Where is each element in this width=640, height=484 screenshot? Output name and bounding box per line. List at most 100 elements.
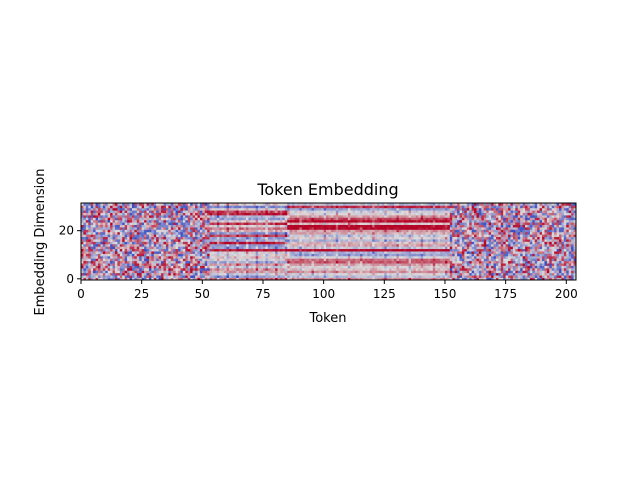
heatmap-cell xyxy=(180,265,184,269)
heatmap-cell xyxy=(284,246,288,250)
heatmap-cell xyxy=(141,236,145,240)
heatmap-cell xyxy=(454,260,458,264)
heatmap-cell xyxy=(85,275,89,278)
heatmap-cell xyxy=(97,229,101,233)
heatmap-cell xyxy=(452,275,456,278)
heatmap-cell xyxy=(105,253,109,257)
heatmap-cell xyxy=(265,272,269,276)
heatmap-cell xyxy=(204,255,208,259)
heatmap-cell xyxy=(333,203,337,206)
heatmap-cell xyxy=(182,203,186,206)
heatmap-cell xyxy=(321,231,324,235)
heatmap-cell xyxy=(452,205,456,209)
heatmap-cell xyxy=(444,243,448,247)
heatmap-cell xyxy=(379,270,383,274)
heatmap-cell xyxy=(396,212,400,216)
heatmap-cell xyxy=(199,270,203,274)
heatmap-cell xyxy=(204,203,208,206)
heatmap-cell xyxy=(178,263,181,266)
heatmap-cell xyxy=(384,265,388,269)
heatmap-cell xyxy=(241,215,244,218)
heatmap-cell xyxy=(163,253,167,257)
heatmap-cell xyxy=(442,203,446,206)
heatmap-cell xyxy=(427,224,431,228)
heatmap-cell xyxy=(420,277,424,281)
heatmap-cell xyxy=(202,224,206,228)
heatmap-cell xyxy=(394,243,397,247)
heatmap-cell xyxy=(95,277,99,281)
heatmap-cell xyxy=(127,258,130,262)
heatmap-cell xyxy=(163,215,167,218)
heatmap-cell xyxy=(301,227,305,230)
heatmap-cell xyxy=(289,227,293,230)
heatmap-cell xyxy=(326,253,329,257)
heatmap-cell xyxy=(161,263,164,266)
heatmap-cell xyxy=(442,234,446,238)
heatmap-cell xyxy=(250,224,254,228)
heatmap-cell xyxy=(197,222,201,226)
heatmap-cell xyxy=(112,243,116,247)
heatmap-cell xyxy=(112,258,116,262)
heatmap-cell xyxy=(124,258,128,262)
heatmap-cell xyxy=(248,215,252,218)
heatmap-cell xyxy=(442,275,446,278)
heatmap-cell xyxy=(195,229,198,233)
heatmap-cell xyxy=(156,241,159,245)
heatmap-cell xyxy=(144,215,147,218)
heatmap-cell xyxy=(299,217,303,221)
heatmap-cell xyxy=(105,267,109,271)
heatmap-cell xyxy=(260,258,264,262)
heatmap-cell xyxy=(299,241,303,245)
heatmap-cell xyxy=(119,234,123,238)
heatmap-cell xyxy=(294,227,298,230)
heatmap-cell xyxy=(396,255,400,259)
heatmap-cell xyxy=(93,217,96,221)
heatmap-cell xyxy=(141,203,145,206)
heatmap-cell xyxy=(182,236,186,240)
heatmap-cell xyxy=(199,241,203,245)
heatmap-cell xyxy=(148,210,152,213)
heatmap-cell xyxy=(93,234,96,238)
heatmap-cell xyxy=(275,207,278,211)
heatmap-cell xyxy=(340,212,344,216)
heatmap-cell xyxy=(141,258,145,262)
heatmap-cell xyxy=(323,265,327,269)
heatmap-cell xyxy=(282,212,286,216)
heatmap-cell xyxy=(411,272,414,276)
heatmap-cell xyxy=(173,270,176,274)
heatmap-cell xyxy=(369,246,373,250)
heatmap-cell xyxy=(340,203,344,206)
heatmap-cell xyxy=(127,215,130,218)
heatmap-cell xyxy=(139,222,143,226)
heatmap-cell xyxy=(216,229,220,233)
heatmap-cell xyxy=(313,263,317,266)
heatmap-cell xyxy=(440,219,443,223)
heatmap-cell xyxy=(153,207,157,211)
heatmap-cell xyxy=(379,277,383,281)
heatmap-cell xyxy=(158,203,162,206)
heatmap-cell xyxy=(333,217,337,221)
heatmap-cell xyxy=(207,265,210,269)
heatmap-cell xyxy=(372,203,375,206)
heatmap-cell xyxy=(81,243,84,247)
heatmap-cell xyxy=(411,251,414,254)
heatmap-cell xyxy=(221,210,225,213)
heatmap-cell xyxy=(333,236,337,240)
heatmap-cell xyxy=(212,258,215,262)
heatmap-cell xyxy=(272,260,276,264)
heatmap-cell xyxy=(386,234,390,238)
heatmap-cell xyxy=(328,215,332,218)
heatmap-cell xyxy=(415,207,419,211)
heatmap-cell xyxy=(81,255,84,259)
heatmap-cell xyxy=(136,272,140,276)
heatmap-cell xyxy=(195,263,198,266)
heatmap-cell xyxy=(144,212,147,216)
heatmap-cell xyxy=(270,253,274,257)
heatmap-cell xyxy=(182,219,186,223)
heatmap-cell xyxy=(153,265,157,269)
heatmap-cell xyxy=(124,241,128,245)
heatmap-cell xyxy=(306,270,310,274)
heatmap-cell xyxy=(338,272,341,276)
heatmap-cell xyxy=(107,246,111,250)
heatmap-cell xyxy=(158,239,162,242)
